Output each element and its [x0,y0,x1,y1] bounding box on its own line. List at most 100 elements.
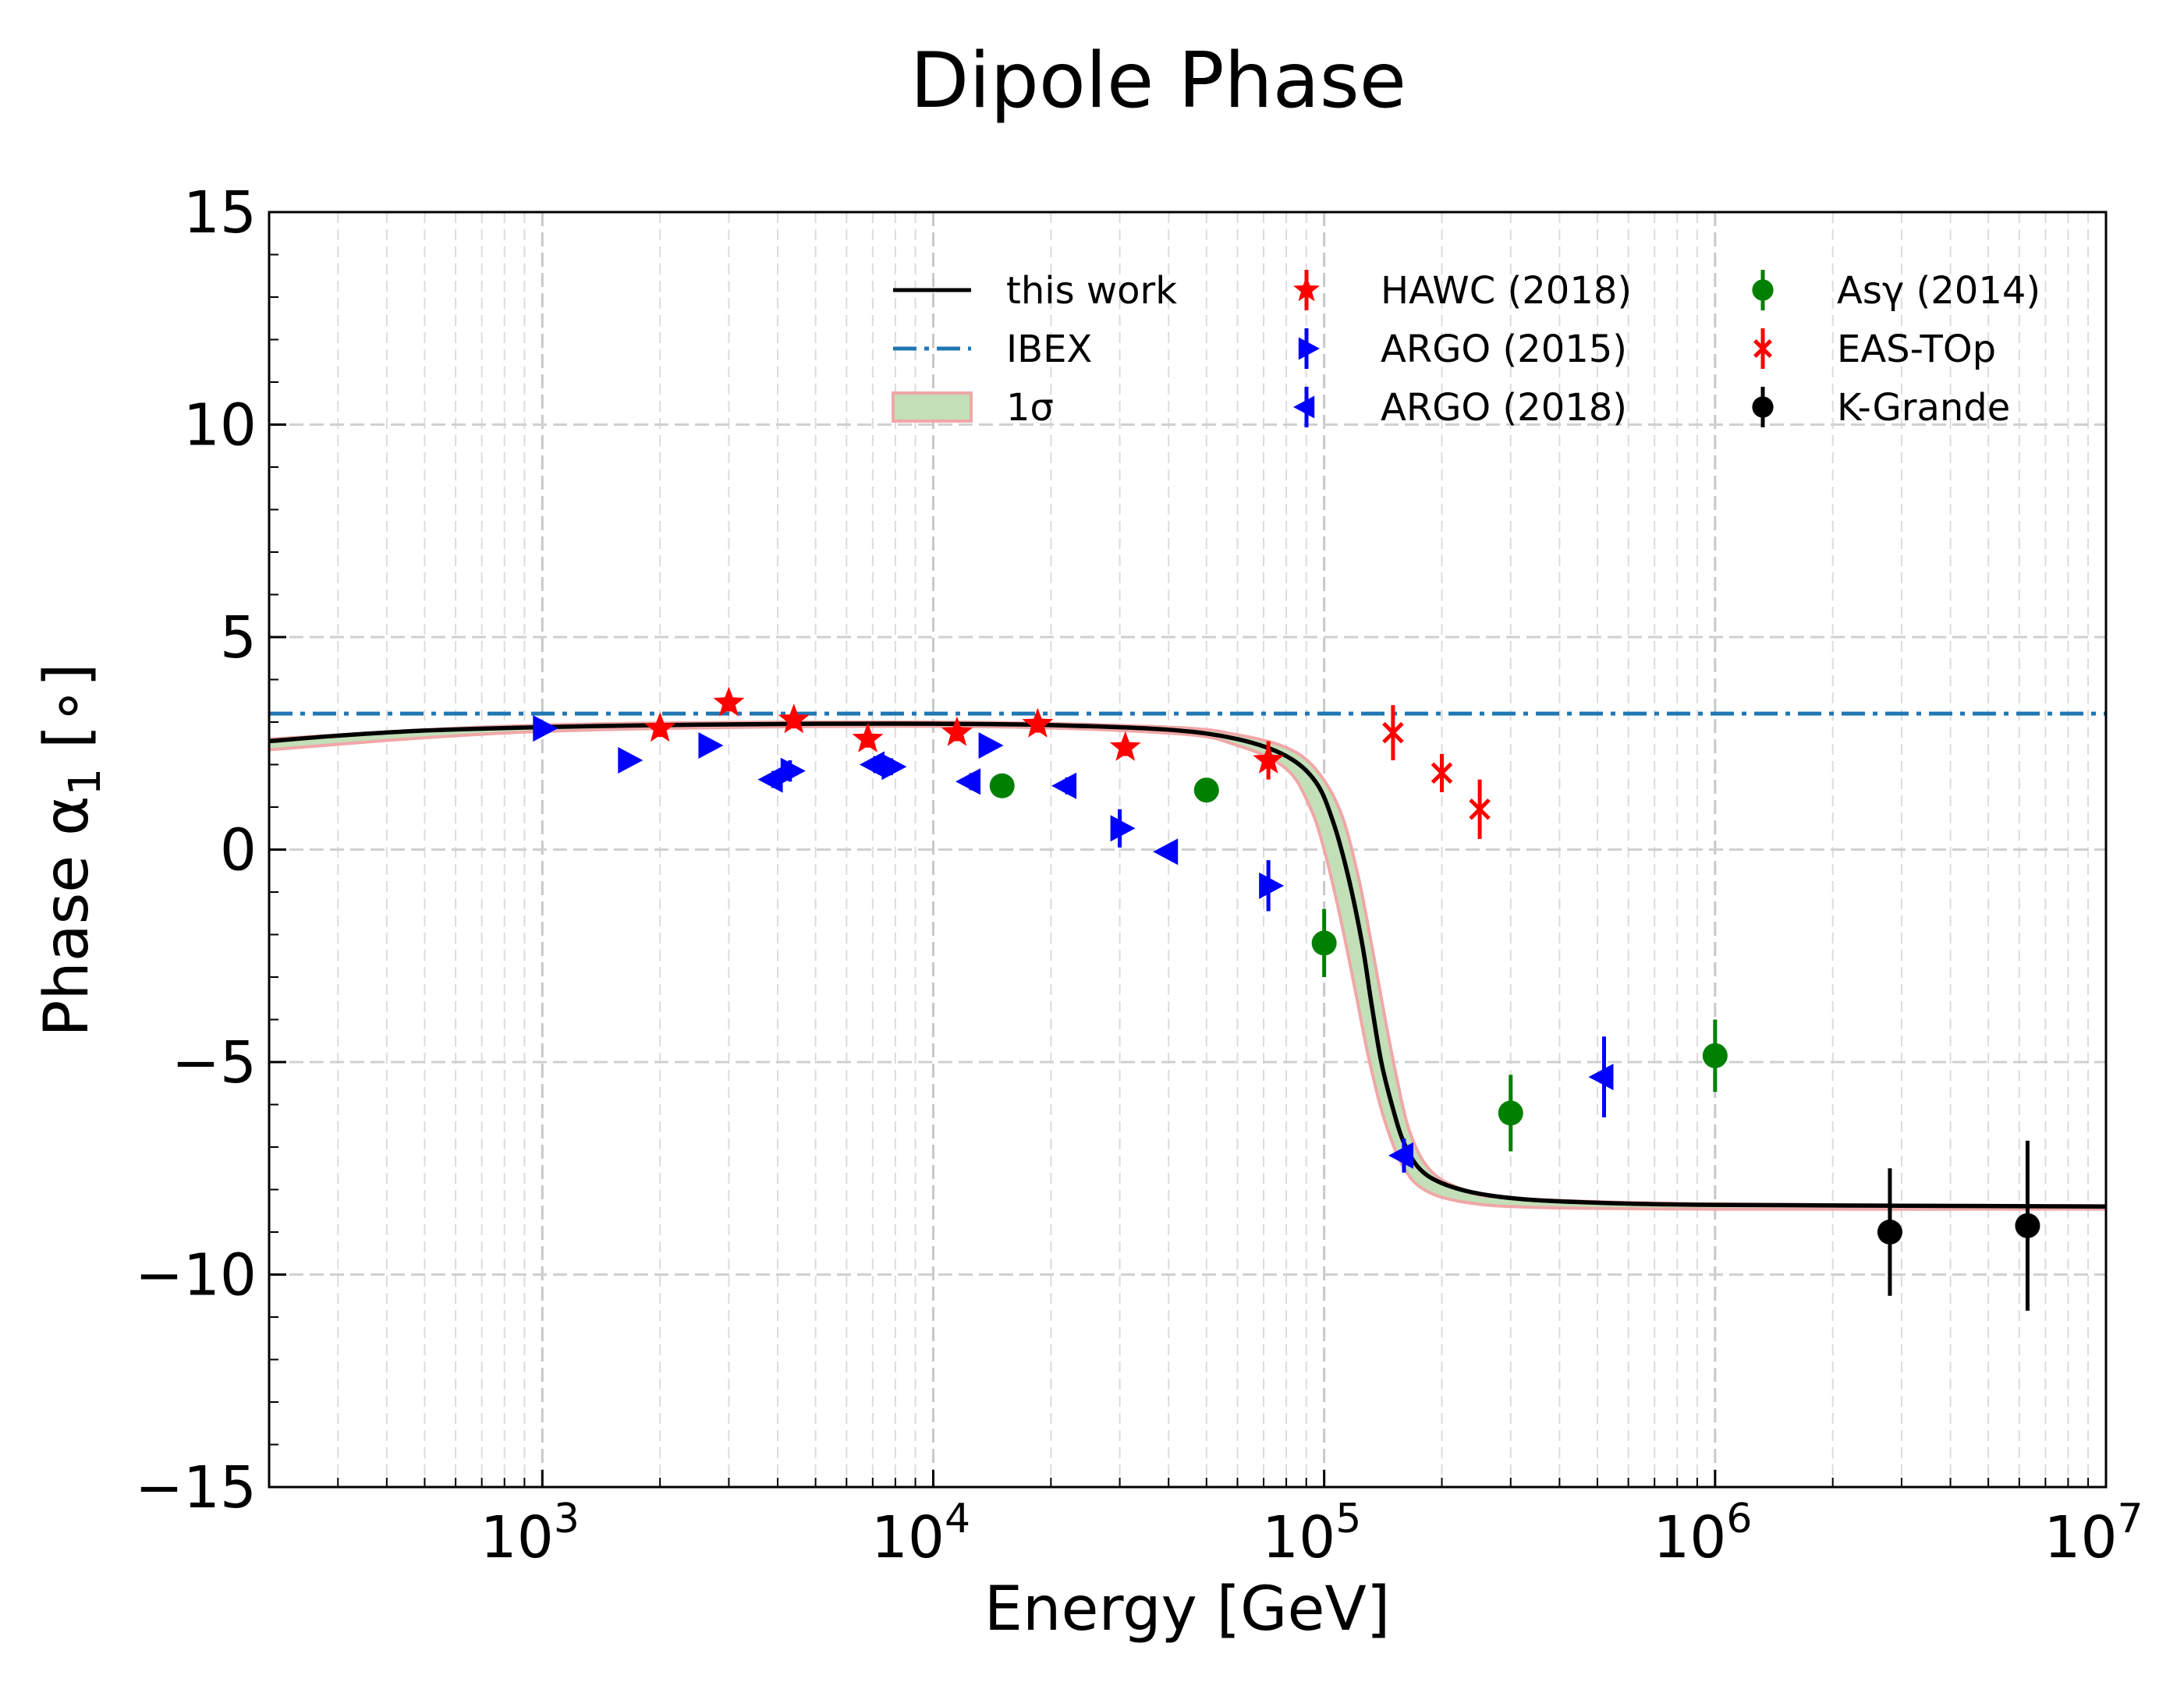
x-tick-label: 107 [2044,1496,2143,1571]
series-argo-2015 [533,715,1285,912]
data-point [941,716,973,746]
data-point [757,766,783,793]
data-point [1388,1142,1413,1169]
x-tick-base: 10 [480,1504,554,1571]
y-tick-label: 10 [183,392,257,459]
data-point [1877,1220,1902,1245]
y-tick-label: 15 [183,179,257,246]
sigma-band-layer [269,720,2106,1211]
x-tick-label: 105 [1262,1496,1361,1571]
chart-title: Dipole Phase [910,37,1406,126]
legend-entry: ARGO (2015) [1298,328,1627,371]
data-point [780,757,806,784]
data-point [1382,721,1404,744]
x-tick-exponent: 3 [554,1496,580,1542]
data-point [533,715,558,742]
model-curve [269,721,2106,1209]
x-tick-base: 10 [2044,1504,2117,1571]
series-hawc-2018 [644,686,1285,780]
data-point [1311,930,1337,956]
data-point [1469,798,1491,820]
y-tick-label: 0 [220,817,257,884]
data-point [1153,838,1179,866]
data-points-layer [533,686,2040,1311]
legend-label: EAS-TOp [1837,328,1996,371]
x-tick-label: 103 [480,1496,580,1571]
legend-label: this work [1006,269,1177,313]
series-k-grande [1877,1140,2040,1311]
x-tick-exponent: 6 [1726,1496,1752,1542]
data-point [978,731,1004,759]
legend-marker-swatch [1752,279,1774,301]
legend-marker-swatch [1293,276,1320,302]
y-axis-label-main: Phase α [32,796,102,1037]
legend-label: 1σ [1006,386,1054,430]
grid-lines [268,211,2108,1489]
axis-ticks [268,211,2108,1489]
legend-entry: ARGO (2018) [1293,386,1627,430]
y-tick-labels: 15 10 5 0 −5 −10 −15 [135,179,257,1521]
data-point [1702,1043,1728,1068]
legend-entry: this work [893,269,1177,313]
data-point [618,747,644,774]
data-point [1253,744,1285,774]
y-tick-label: 5 [220,604,257,671]
data-point [859,751,885,778]
data-point [698,731,724,759]
legend-label: ARGO (2015) [1381,328,1627,371]
model-lines-layer [269,711,2106,1209]
x-tick-base: 10 [1262,1504,1335,1571]
x-tick-base: 10 [871,1504,945,1571]
data-point [778,703,810,734]
y-tick-label: −10 [135,1242,257,1309]
data-point [1109,731,1141,761]
data-point [1051,772,1077,799]
legend-label: K-Grande [1837,386,2010,430]
x-tick-base: 10 [1653,1504,1726,1571]
data-point [1193,777,1219,803]
legend: this work IBEX 1σ HAWC (2018) ARGO (2015) ARG… [892,269,2040,430]
y-axis-label: Phase α1 [∘] [32,663,111,1036]
legend-band-swatch [892,391,973,423]
data-point [713,686,745,717]
legend-marker-swatch [1752,396,1774,418]
legend-entry: EAS-TOp [1753,328,1996,371]
legend-entry: HAWC (2018) [1293,269,1632,313]
data-point [1431,762,1453,784]
y-tick-label: −5 [172,1029,257,1096]
data-point [1110,815,1136,842]
x-tick-labels: 103 104 105 106 107 [480,1496,2143,1571]
series-argo-2018 [757,751,1614,1173]
data-point [2015,1213,2040,1238]
legend-entry: IBEX [893,328,1092,371]
data-point [1588,1064,1614,1091]
data-point [852,722,884,752]
data-point [881,753,907,781]
data-point [644,712,676,742]
series-eas-top [1382,705,1491,839]
legend-entry: K-Grande [1752,386,2010,430]
data-point [1259,872,1285,899]
data-point [1022,707,1054,738]
data-point [1498,1100,1523,1126]
x-axis-label: Energy [GeV] [984,1574,1391,1645]
x-tick-label: 104 [871,1496,970,1571]
data-point [989,773,1015,799]
y-axis-label-unit: [∘] [32,663,102,767]
series-as-2014 [989,773,1728,1152]
legend-label: Asγ (2014) [1837,269,2040,313]
y-tick-label: −15 [135,1454,257,1521]
legend-marker-swatch [1753,339,1772,358]
legend-label: ARGO (2018) [1381,386,1627,430]
x-tick-exponent: 4 [945,1496,970,1542]
legend-marker-swatch [1293,395,1315,419]
legend-label: IBEX [1006,328,1092,371]
sigma-band [269,720,2106,1211]
legend-entry: Asγ (2014) [1752,269,2040,313]
legend-label: HAWC (2018) [1381,269,1632,313]
legend-marker-swatch [1298,337,1320,360]
data-point [956,768,981,795]
legend-entry: 1σ [892,386,1054,430]
x-tick-exponent: 7 [2118,1496,2143,1542]
